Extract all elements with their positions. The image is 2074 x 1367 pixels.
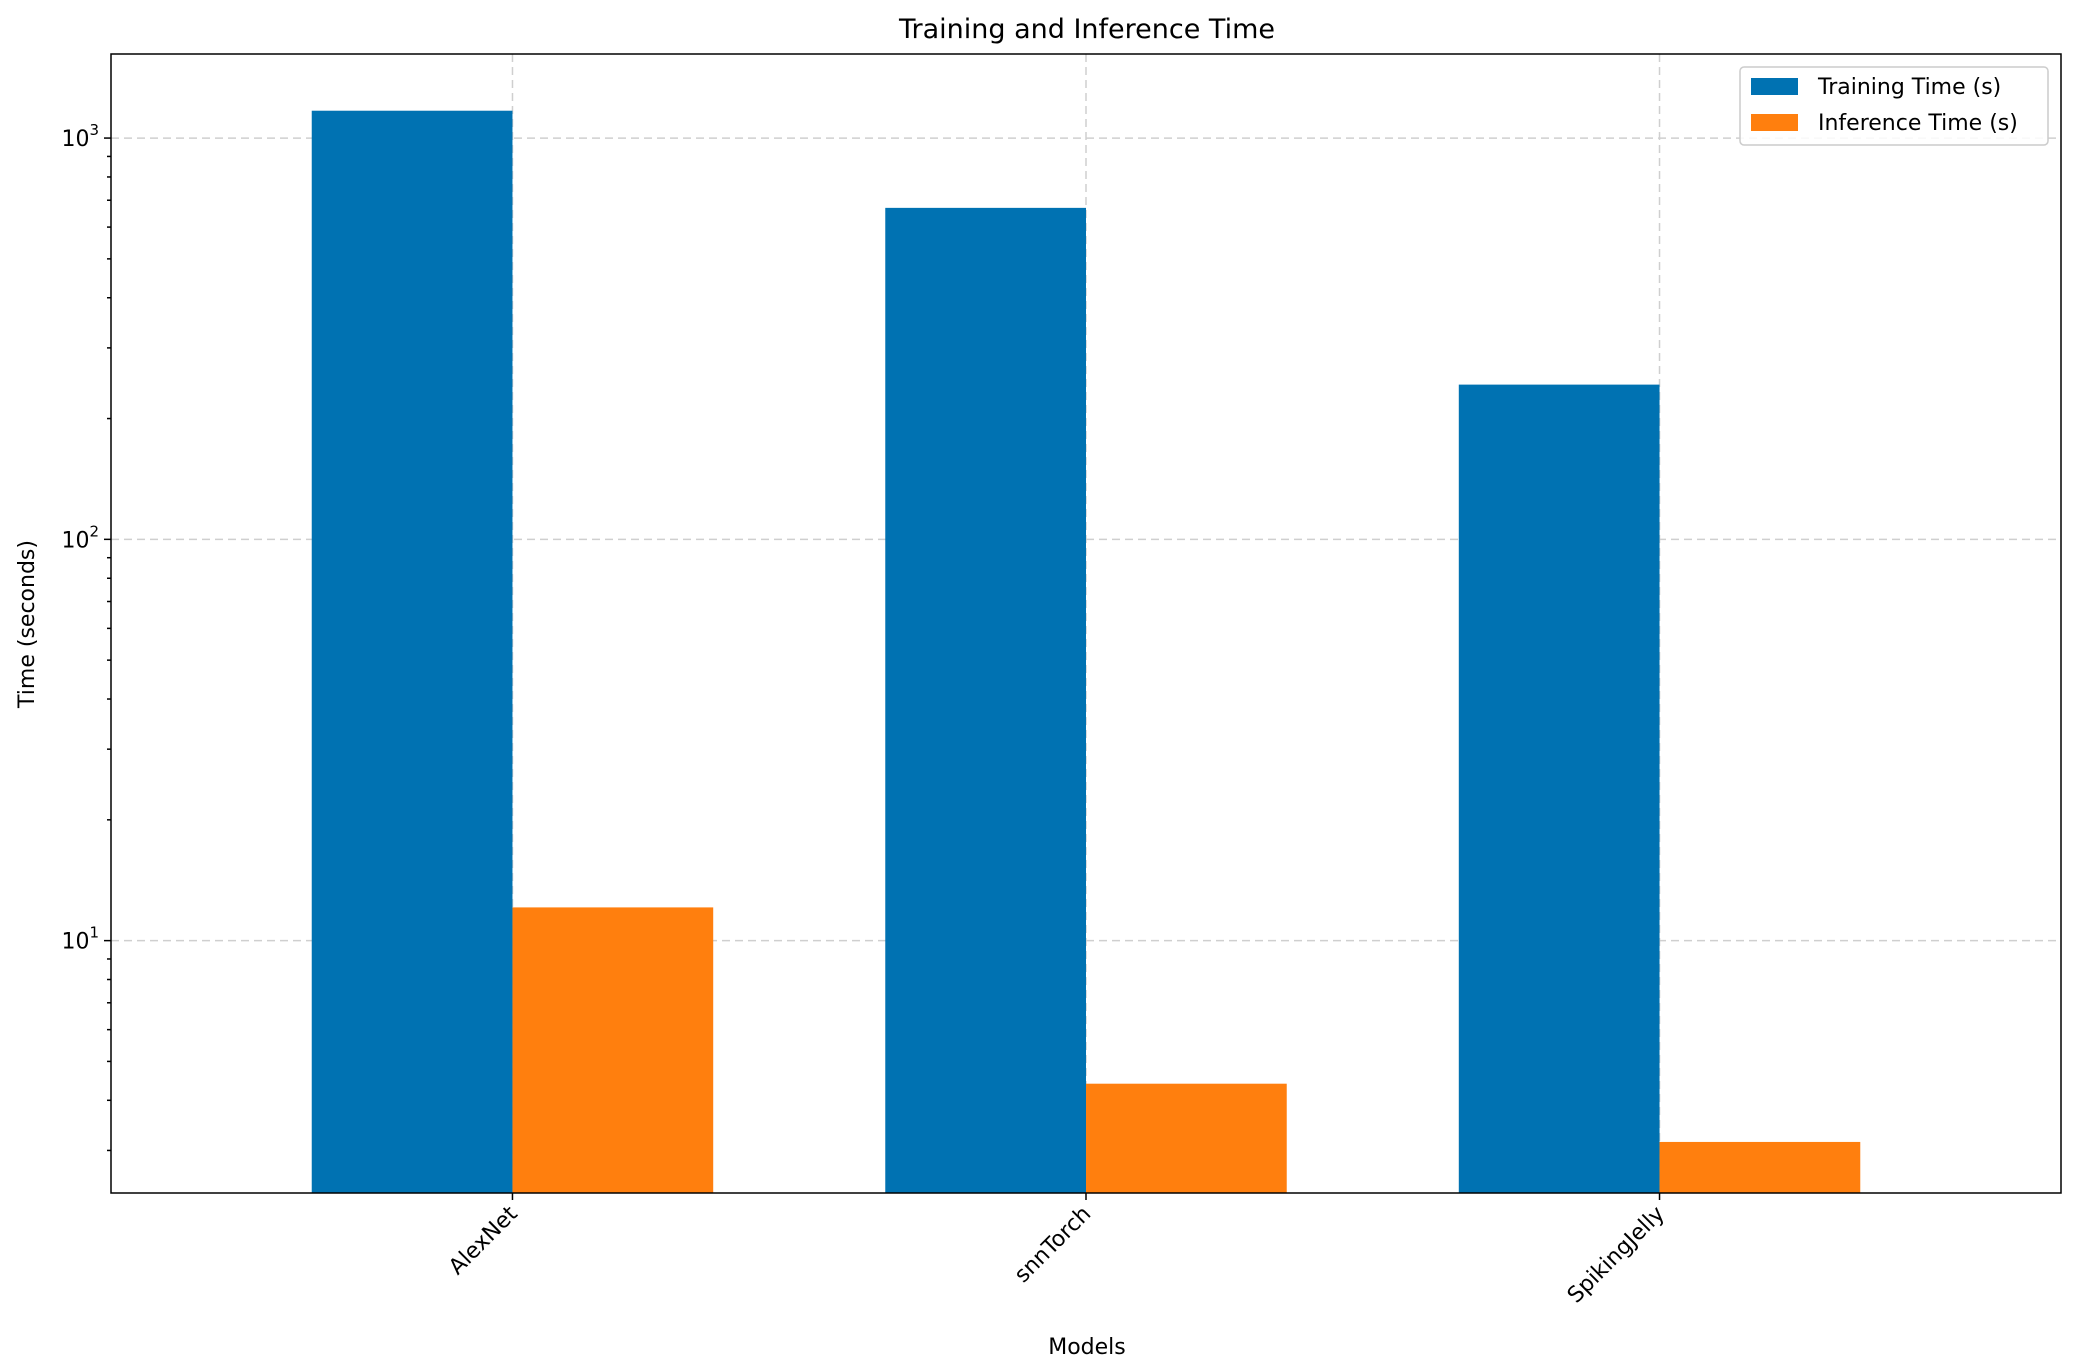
bar-training-spikingjelly: [1458, 384, 1660, 1193]
bar-training-snntorch: [885, 207, 1086, 1194]
x-tick-label: AlexNet: [444, 1201, 523, 1280]
y-tick-label: 101: [61, 924, 99, 955]
legend-label-training: Training Time (s): [1817, 75, 2001, 100]
x-axis: AlexNet snnTorch SpikingJelly: [444, 1193, 1670, 1308]
bar-inference-spikingjelly: [1659, 1141, 1861, 1193]
chart-title: Training and Inference Time: [898, 14, 1275, 45]
legend-frame: [1739, 66, 2049, 146]
legend: Training Time (s) Inference Time (s): [1739, 66, 2049, 146]
bars-layer: [311, 110, 1861, 1194]
x-tick-label: SpikingJelly: [1563, 1202, 1670, 1309]
bar-inference-alexnet: [512, 907, 714, 1193]
y-tick-label: 103: [61, 121, 99, 152]
x-tick-label: snnTorch: [1010, 1202, 1096, 1288]
legend-label-inference: Inference Time (s): [1818, 111, 2018, 136]
legend-swatch-training: [1751, 78, 1798, 95]
bar-training-alexnet: [311, 110, 513, 1194]
y-tick-label: 102: [61, 522, 99, 553]
bar-inference-snntorch: [1086, 1083, 1287, 1193]
y-axis-label: Time (seconds): [15, 540, 40, 709]
legend-swatch-inference: [1751, 114, 1798, 131]
y-axis: 101 102 103: [61, 121, 111, 1152]
x-axis-label: Models: [1048, 1335, 1126, 1360]
